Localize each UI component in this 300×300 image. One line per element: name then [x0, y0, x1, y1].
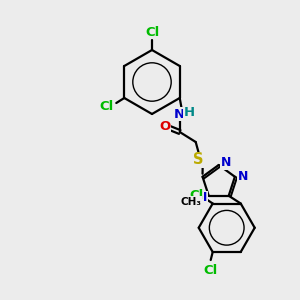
Text: H: H — [184, 106, 195, 119]
Text: CH₃: CH₃ — [180, 197, 201, 207]
Text: Cl: Cl — [190, 189, 204, 202]
Text: S: S — [194, 152, 204, 167]
Text: methyl: methyl — [190, 200, 195, 201]
Text: N: N — [174, 107, 185, 121]
Text: Cl: Cl — [204, 263, 218, 277]
Text: N: N — [238, 170, 248, 183]
Text: N: N — [220, 157, 231, 169]
Text: N: N — [196, 191, 207, 204]
Text: Cl: Cl — [99, 100, 113, 112]
Text: Cl: Cl — [145, 26, 159, 38]
Text: O: O — [159, 119, 170, 133]
